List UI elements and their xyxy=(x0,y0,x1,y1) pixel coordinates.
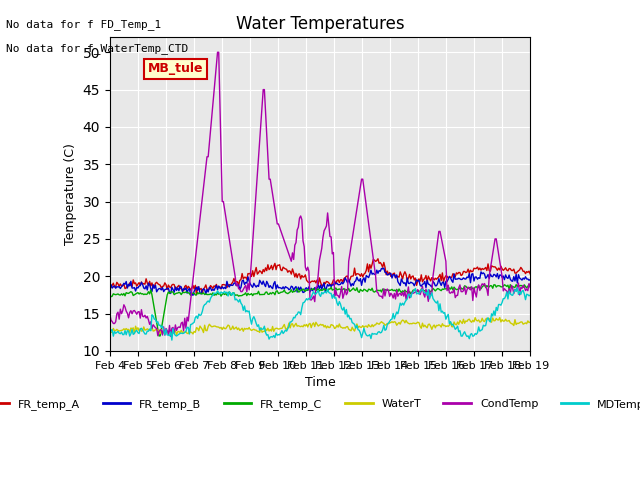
FR_temp_C xyxy=(504,282,512,288)
FR_temp_C xyxy=(232,292,240,298)
WaterT xyxy=(526,319,534,325)
FR_temp_A xyxy=(232,279,240,285)
CondTemp xyxy=(526,285,534,290)
CondTemp xyxy=(292,240,300,245)
WaterT xyxy=(496,315,504,321)
MDTemp_A xyxy=(253,324,261,329)
CondTemp xyxy=(234,281,241,287)
WaterT xyxy=(173,332,180,337)
FR_temp_C xyxy=(526,282,534,288)
CondTemp xyxy=(505,286,513,291)
Text: No data for f_WaterTemp_CTD: No data for f_WaterTemp_CTD xyxy=(6,43,189,54)
X-axis label: Time: Time xyxy=(305,376,335,389)
FR_temp_C xyxy=(253,291,261,297)
FR_temp_A xyxy=(193,292,200,298)
CondTemp xyxy=(214,49,221,55)
WaterT xyxy=(232,324,240,330)
WaterT xyxy=(291,322,299,328)
FR_temp_A xyxy=(526,271,534,277)
MDTemp_A xyxy=(246,316,254,322)
CondTemp xyxy=(157,327,165,333)
CondTemp xyxy=(248,256,255,262)
FR_temp_B xyxy=(291,285,299,291)
FR_temp_C xyxy=(155,333,163,339)
Line: WaterT: WaterT xyxy=(110,318,530,335)
FR_temp_A xyxy=(374,256,382,262)
FR_temp_A xyxy=(106,283,114,289)
FR_temp_C xyxy=(291,288,299,294)
FR_temp_B xyxy=(106,284,114,290)
Line: FR_temp_B: FR_temp_B xyxy=(110,268,530,295)
FR_temp_A xyxy=(291,274,299,280)
FR_temp_A xyxy=(157,285,165,291)
MDTemp_A xyxy=(526,292,534,298)
MDTemp_A xyxy=(504,296,512,302)
FR_temp_B xyxy=(253,283,261,288)
MDTemp_A xyxy=(291,315,299,321)
WaterT xyxy=(253,328,261,334)
Line: FR_temp_A: FR_temp_A xyxy=(110,259,530,295)
MDTemp_A xyxy=(106,332,114,337)
FR_temp_B xyxy=(526,276,534,282)
CondTemp xyxy=(167,334,175,339)
FR_temp_A xyxy=(246,270,254,276)
Line: MDTemp_A: MDTemp_A xyxy=(110,288,530,340)
FR_temp_B xyxy=(246,281,254,287)
Title: Water Temperatures: Water Temperatures xyxy=(236,15,404,33)
MDTemp_A xyxy=(232,296,240,302)
CondTemp xyxy=(106,311,114,317)
Line: CondTemp: CondTemp xyxy=(110,52,530,336)
WaterT xyxy=(157,326,165,332)
FR_temp_A xyxy=(253,271,261,277)
Legend: FR_temp_A, FR_temp_B, FR_temp_C, WaterT, CondTemp, MDTemp_A: FR_temp_A, FR_temp_B, FR_temp_C, WaterT,… xyxy=(0,395,640,414)
CondTemp xyxy=(255,155,262,160)
Y-axis label: Temperature (C): Temperature (C) xyxy=(64,143,77,245)
FR_temp_C xyxy=(525,281,533,287)
Text: MB_tule: MB_tule xyxy=(148,62,203,75)
Line: FR_temp_C: FR_temp_C xyxy=(110,284,530,336)
FR_temp_B xyxy=(157,287,165,293)
WaterT xyxy=(106,330,114,336)
MDTemp_A xyxy=(157,324,165,330)
WaterT xyxy=(505,318,513,324)
MDTemp_A xyxy=(513,285,521,290)
FR_temp_C xyxy=(246,291,254,297)
Text: No data for f FD_Temp_1: No data for f FD_Temp_1 xyxy=(6,19,162,30)
FR_temp_C xyxy=(159,319,166,325)
FR_temp_B xyxy=(232,283,240,288)
WaterT xyxy=(246,327,254,333)
FR_temp_B xyxy=(505,272,513,278)
FR_temp_C xyxy=(106,292,114,298)
FR_temp_B xyxy=(380,265,388,271)
FR_temp_B xyxy=(189,292,196,298)
FR_temp_A xyxy=(505,265,513,271)
MDTemp_A xyxy=(168,337,176,343)
